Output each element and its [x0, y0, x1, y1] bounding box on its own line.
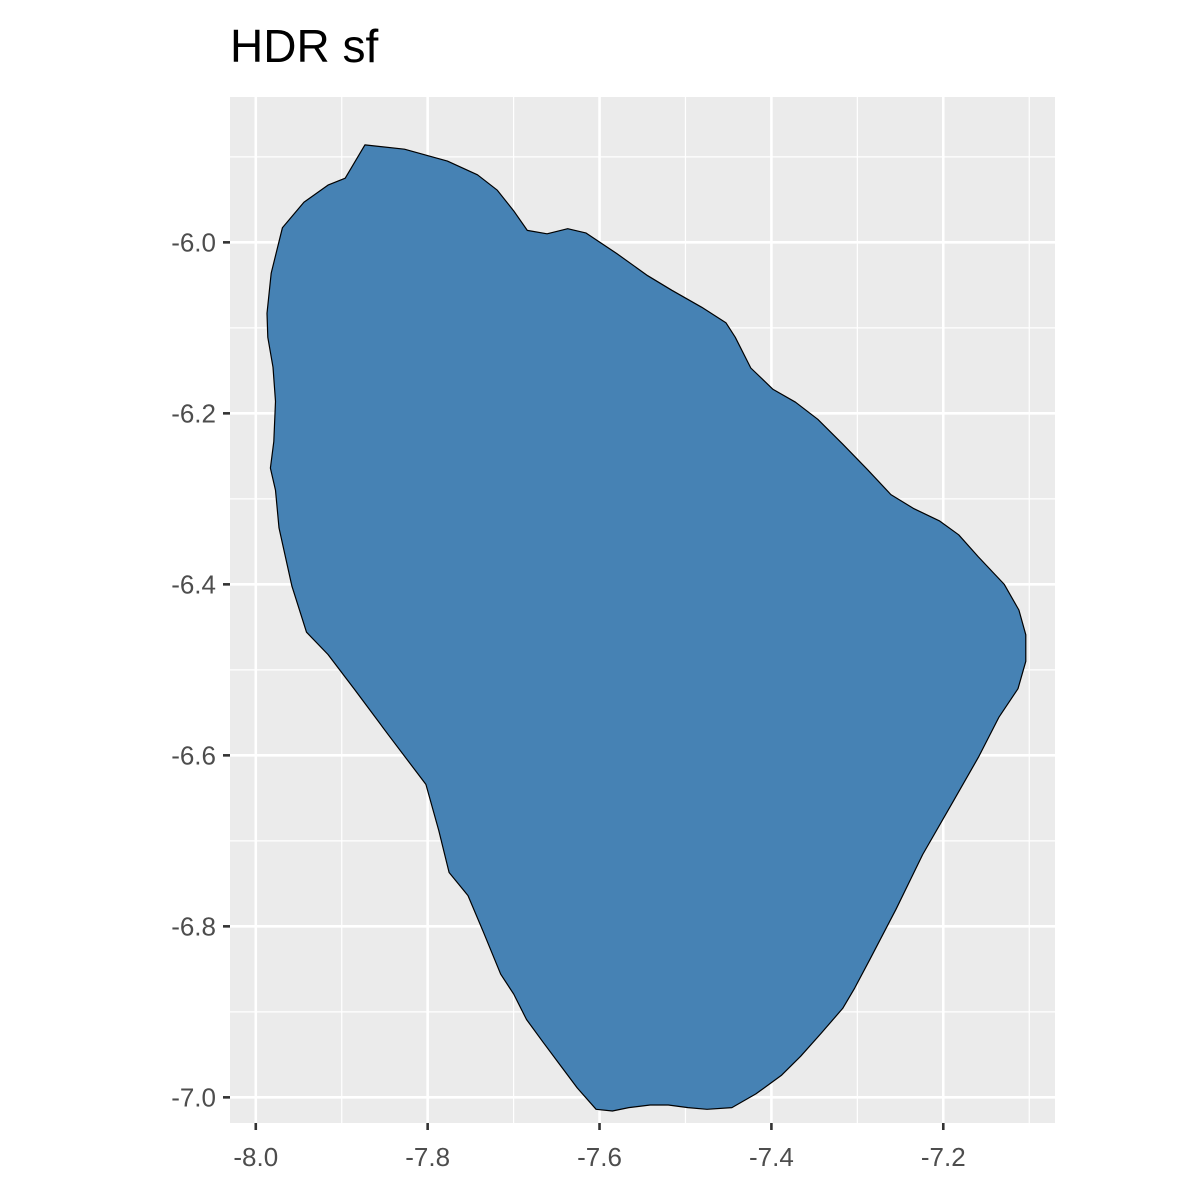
- y-axis: -6.0 -6.2 -6.4 -6.6 -6.8 -7.0: [171, 227, 230, 1112]
- y-tick-label: -6.2: [171, 398, 216, 428]
- x-axis: -8.0 -7.8 -7.6 -7.4 -7.2: [233, 1123, 966, 1172]
- x-tick-label: -7.2: [921, 1142, 966, 1172]
- chart-title: HDR sf: [230, 20, 378, 72]
- y-tick-label: -6.8: [171, 911, 216, 941]
- x-tick-label: -7.4: [749, 1142, 794, 1172]
- x-tick-label: -7.6: [577, 1142, 622, 1172]
- y-tick-label: -6.0: [171, 227, 216, 257]
- x-tick-label: -7.8: [405, 1142, 450, 1172]
- region-shape: [266, 144, 1027, 1112]
- y-tick-label: -7.0: [171, 1082, 216, 1112]
- y-tick-label: -6.4: [171, 569, 216, 599]
- y-tick-label: -6.6: [171, 740, 216, 770]
- x-tick-label: -8.0: [233, 1142, 278, 1172]
